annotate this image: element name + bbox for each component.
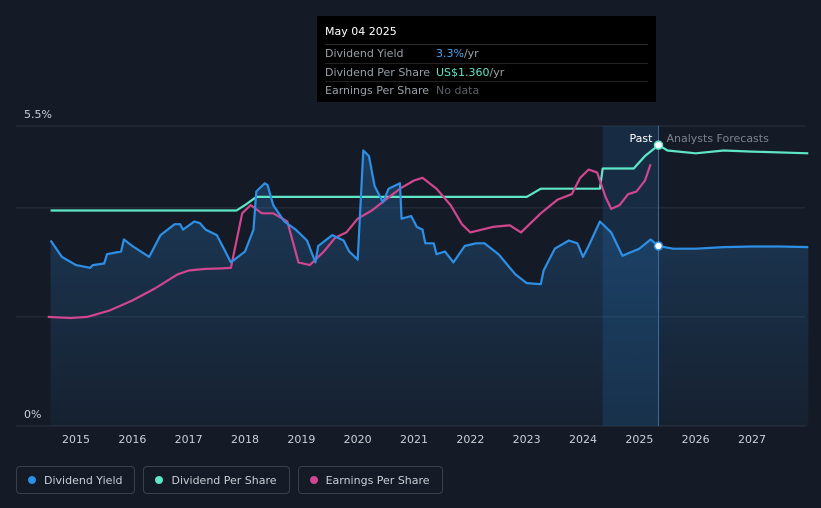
- x-tick-label: 2024: [569, 433, 597, 446]
- legend-item-earnings-per-share[interactable]: Earnings Per Share: [297, 466, 443, 494]
- dividend-per-share-line: [50, 144, 809, 212]
- tooltip-unit: /yr: [489, 65, 505, 79]
- tooltip-value: 3.3%: [436, 47, 464, 60]
- dividend-yield-point: [653, 241, 664, 251]
- tooltip-row-dividend-per-share: Dividend Per Share US$1.360 /yr: [325, 64, 648, 82]
- tooltip-row-earnings-per-share: Earnings Per Share No data: [325, 82, 648, 100]
- x-tick-label: 2020: [344, 433, 372, 446]
- dividend-yield-area: [50, 150, 809, 426]
- x-tick-label: 2016: [118, 433, 146, 446]
- x-tick-label: 2021: [400, 433, 428, 446]
- tooltip-label: Dividend Per Share: [325, 65, 431, 79]
- earnings-per-share-dot-icon: [309, 476, 318, 484]
- x-tick-label: 2023: [513, 433, 541, 446]
- x-tick-label: 2018: [231, 433, 259, 446]
- tooltip-value: US$1.360: [436, 65, 490, 79]
- earnings-per-share-line: [47, 163, 652, 320]
- tooltip-label: Dividend Yield: [325, 47, 404, 60]
- tooltip-value: No data: [436, 84, 480, 97]
- x-tick-label: 2019: [287, 433, 315, 446]
- tooltip: May 04 2025 Dividend Yield 3.3% /yr Divi…: [317, 16, 656, 102]
- tooltip-label: Earnings Per Share: [325, 84, 430, 97]
- x-tick-label: 2026: [682, 433, 710, 446]
- legend-label: Dividend Yield: [44, 473, 123, 487]
- dividend-yield-line: [49, 149, 809, 286]
- tooltip-date: May 04 2025: [325, 22, 648, 45]
- legend-label: Dividend Per Share: [171, 473, 277, 487]
- legend-label: Earnings Per Share: [325, 473, 430, 487]
- tooltip-row-dividend-yield: Dividend Yield 3.3% /yr: [325, 45, 648, 64]
- x-tick-label: 2015: [62, 433, 90, 446]
- legend: Dividend Yield Dividend Per Share Earnin…: [16, 466, 443, 494]
- legend-item-dividend-per-share[interactable]: Dividend Per Share: [143, 466, 290, 494]
- x-tick-label: 2017: [175, 433, 203, 446]
- past-label: Past: [630, 132, 654, 145]
- legend-item-dividend-yield[interactable]: Dividend Yield: [16, 466, 136, 494]
- tooltip-unit: /yr: [463, 47, 479, 60]
- forecast-label: Analysts Forecasts: [666, 132, 769, 145]
- dividend-per-share-point: [653, 140, 664, 150]
- x-tick-label: 2027: [738, 433, 766, 446]
- dividend-per-share-dot-icon: [155, 476, 164, 484]
- y-axis-max-label: 5.5%: [24, 108, 52, 121]
- x-tick-label: 2025: [625, 433, 653, 446]
- x-tick-label: 2022: [456, 433, 484, 446]
- dividend-yield-dot-icon: [28, 476, 36, 484]
- y-axis-min-label: 0%: [24, 408, 41, 421]
